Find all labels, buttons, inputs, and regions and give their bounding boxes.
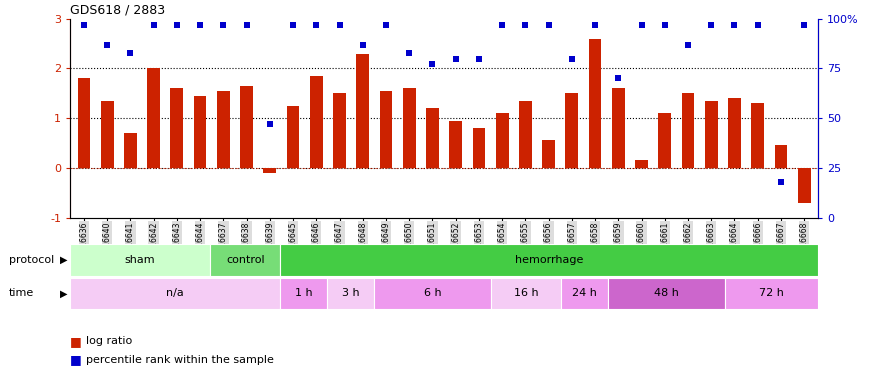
Text: 72 h: 72 h: [759, 288, 784, 298]
Point: [449, 56, 463, 62]
Text: protocol: protocol: [9, 255, 54, 265]
Text: 16 h: 16 h: [514, 288, 538, 298]
Bar: [101, 101, 114, 168]
Bar: [356, 54, 369, 168]
Bar: [78, 78, 90, 168]
Bar: [519, 101, 532, 168]
Bar: [542, 141, 555, 168]
Text: time: time: [9, 288, 34, 298]
Point: [379, 22, 393, 28]
Text: 3 h: 3 h: [342, 288, 360, 298]
Bar: [280, 278, 327, 309]
Point: [727, 22, 741, 28]
Bar: [682, 93, 695, 168]
Text: ▶: ▶: [60, 255, 67, 265]
Point: [634, 22, 648, 28]
Text: GDS618 / 2883: GDS618 / 2883: [70, 3, 165, 16]
Point: [77, 22, 91, 28]
Text: hemorrhage: hemorrhage: [515, 255, 584, 265]
Bar: [491, 278, 561, 309]
Point: [612, 75, 626, 81]
Bar: [240, 86, 253, 168]
Bar: [193, 96, 206, 168]
Point: [100, 42, 114, 48]
Point: [518, 22, 532, 28]
Bar: [333, 93, 346, 168]
Bar: [217, 91, 230, 168]
Bar: [287, 106, 299, 168]
Point: [332, 22, 346, 28]
Point: [170, 22, 184, 28]
Point: [123, 50, 137, 55]
Point: [658, 22, 672, 28]
Point: [565, 56, 579, 62]
Bar: [589, 39, 601, 168]
Point: [542, 22, 556, 28]
Point: [472, 56, 486, 62]
Bar: [449, 121, 462, 168]
Point: [797, 22, 811, 28]
Text: sham: sham: [125, 255, 156, 265]
Text: 6 h: 6 h: [424, 288, 441, 298]
Point: [216, 22, 230, 28]
Text: 24 h: 24 h: [572, 288, 597, 298]
Text: n/a: n/a: [166, 288, 184, 298]
Bar: [147, 68, 160, 168]
Bar: [565, 93, 578, 168]
Bar: [380, 91, 392, 168]
Bar: [752, 103, 764, 168]
Text: ▶: ▶: [60, 288, 67, 298]
Bar: [310, 76, 323, 168]
Bar: [561, 278, 608, 309]
Bar: [658, 113, 671, 168]
Point: [681, 42, 695, 48]
Bar: [728, 98, 741, 168]
Point: [588, 22, 602, 28]
Point: [774, 179, 788, 185]
Bar: [705, 101, 717, 168]
Bar: [263, 168, 276, 173]
Point: [147, 22, 161, 28]
Bar: [327, 278, 374, 309]
Text: ■: ■: [70, 354, 81, 366]
Point: [286, 22, 300, 28]
Text: log ratio: log ratio: [86, 336, 132, 346]
Point: [495, 22, 509, 28]
Text: 48 h: 48 h: [654, 288, 679, 298]
Bar: [635, 160, 648, 168]
Text: percentile rank within the sample: percentile rank within the sample: [86, 355, 274, 365]
Bar: [280, 244, 818, 276]
Bar: [612, 88, 625, 168]
Bar: [724, 278, 818, 309]
Bar: [374, 278, 491, 309]
Point: [425, 62, 439, 68]
Bar: [124, 133, 136, 168]
Point: [704, 22, 718, 28]
Point: [262, 121, 276, 127]
Point: [402, 50, 416, 55]
Bar: [171, 88, 183, 168]
Bar: [70, 244, 210, 276]
Point: [309, 22, 323, 28]
Bar: [210, 244, 280, 276]
Bar: [608, 278, 724, 309]
Bar: [70, 278, 280, 309]
Bar: [774, 146, 788, 168]
Bar: [402, 88, 416, 168]
Point: [193, 22, 207, 28]
Bar: [426, 108, 439, 168]
Point: [356, 42, 370, 48]
Point: [751, 22, 765, 28]
Text: 1 h: 1 h: [295, 288, 312, 298]
Text: control: control: [226, 255, 264, 265]
Bar: [473, 128, 486, 168]
Text: ■: ■: [70, 335, 81, 348]
Bar: [496, 113, 508, 168]
Bar: [798, 168, 810, 202]
Point: [240, 22, 254, 28]
